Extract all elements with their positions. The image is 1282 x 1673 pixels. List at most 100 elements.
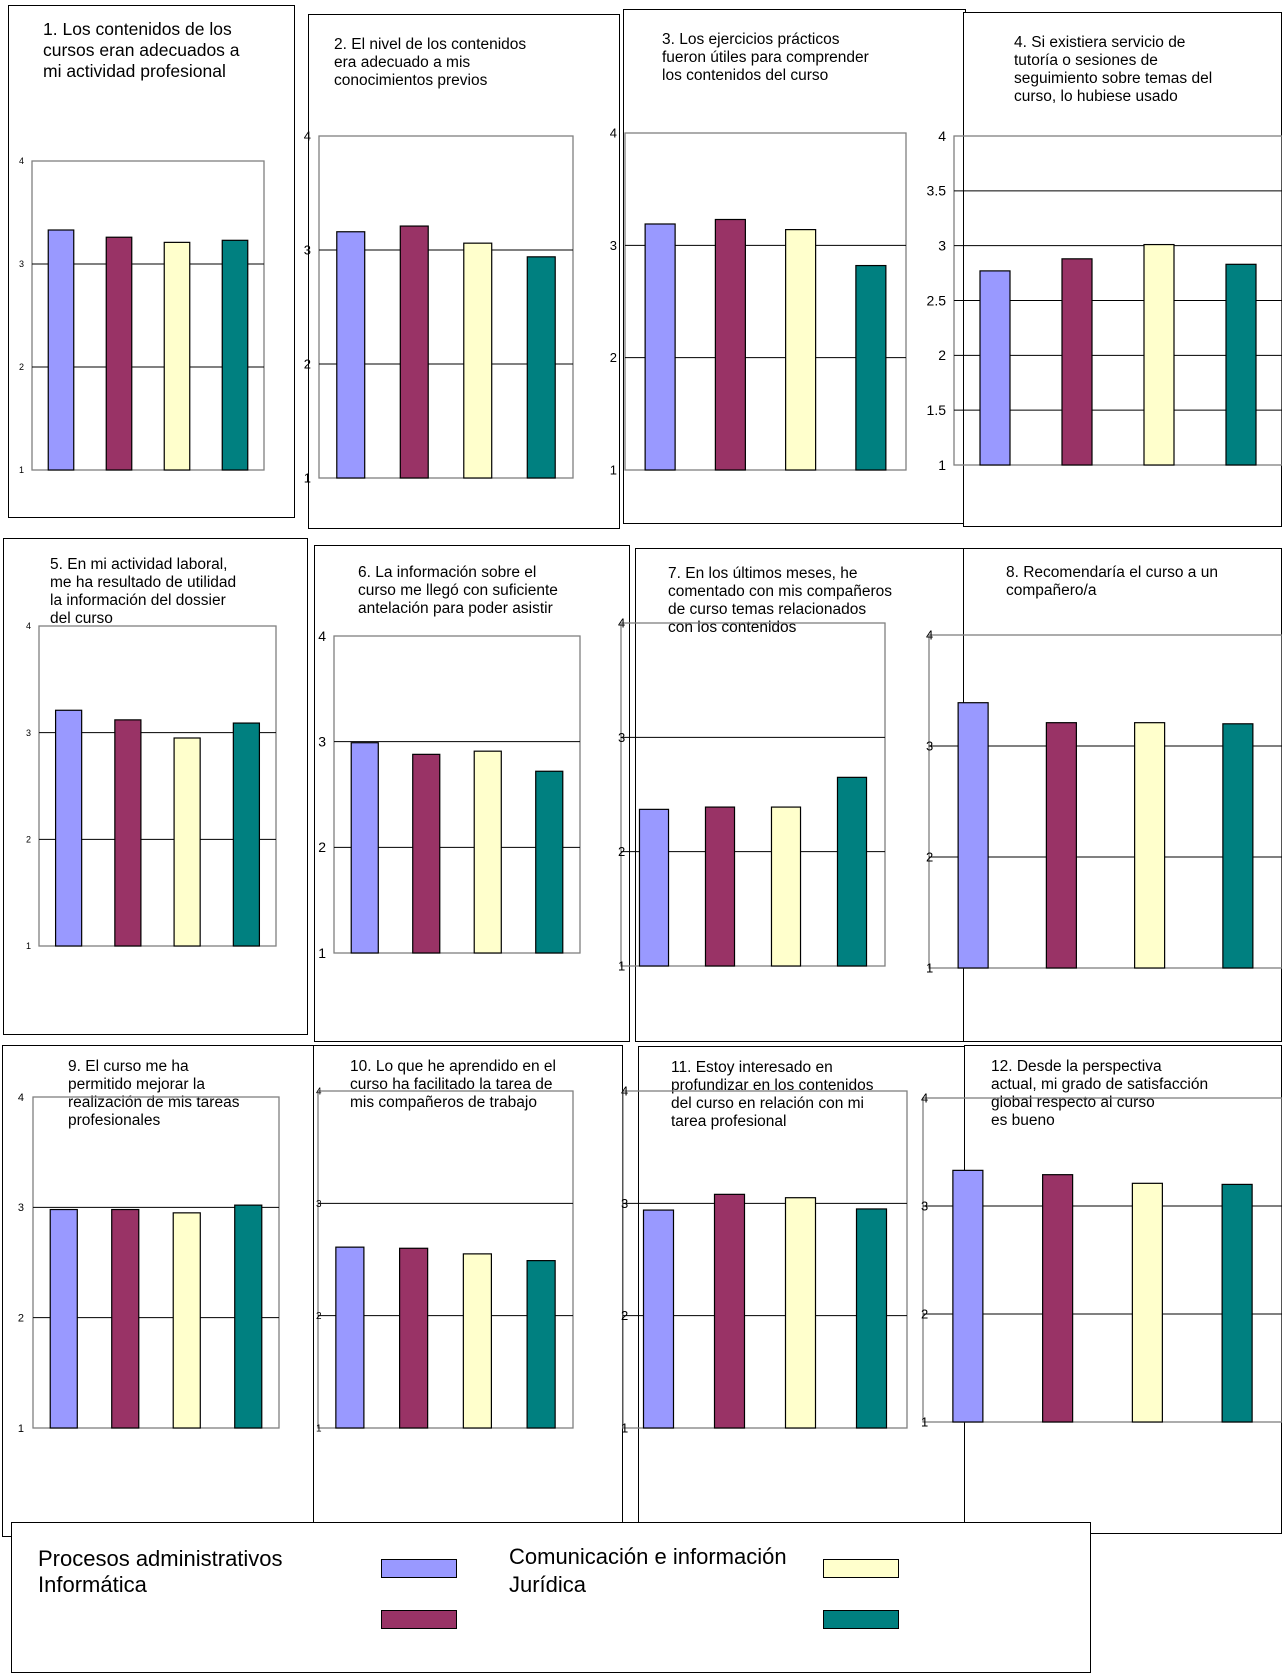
chart-title-9: 9. El curso me ha permitido mejorar la r… — [68, 1058, 240, 1129]
y-tick-label: 4 — [18, 1092, 24, 1104]
y-tick-label: 1 — [938, 457, 946, 473]
y-tick-label: 4 — [921, 1091, 928, 1106]
y-tick-label: 4 — [938, 128, 946, 144]
y-tick-label: 2 — [304, 357, 311, 372]
y-tick-label: 2 — [19, 362, 24, 372]
legend-swatch-informatica — [381, 1610, 457, 1629]
bar-comunicacion — [785, 229, 817, 471]
chart-9: 1 2 3 4 — [18, 1092, 280, 1435]
bar-comunicacion — [1131, 1182, 1163, 1423]
chart-title-6: 6. La información sobre el curso me lleg… — [358, 564, 558, 617]
y-tick-label: 3 — [26, 728, 31, 738]
y-tick-label: 2 — [318, 839, 326, 855]
chart-title-8: 8. Recomendaría el curso a un compañero/… — [1006, 564, 1218, 599]
y-tick-label: 3 — [18, 1202, 24, 1214]
y-tick-label: 1 — [618, 959, 625, 974]
plot-area — [922, 1097, 1282, 1423]
y-tick-label: 4 — [26, 621, 31, 631]
y-tick-label: 3 — [610, 238, 617, 253]
plot-area — [620, 622, 886, 967]
plot-area — [32, 1096, 280, 1429]
bar-comunicacion — [473, 750, 502, 954]
bar-juridica — [526, 256, 556, 479]
y-tick-label: 4 — [304, 129, 311, 144]
chart-title-11: 11. Estoy interesado en profundizar en l… — [671, 1059, 874, 1130]
chart-title-1: 1. Los contenidos de los cursos eran ade… — [43, 19, 240, 81]
bar-procesos — [957, 702, 989, 969]
bar-juridica — [535, 770, 564, 954]
plot-area — [333, 635, 581, 954]
legend-swatch-juridica — [823, 1610, 899, 1629]
bar-informatica — [105, 236, 133, 471]
bar-procesos — [54, 709, 83, 947]
bar-procesos — [979, 270, 1011, 466]
y-tick-label: 2 — [610, 350, 617, 365]
chart-3: 1 2 3 4 — [610, 126, 907, 478]
bar-comunicacion — [1143, 243, 1175, 466]
chart-4: 1 1.5 2 2.5 3 3.5 4 — [927, 128, 1282, 473]
bar-comunicacion — [770, 806, 802, 967]
y-tick-label: 4 — [19, 156, 24, 166]
y-tick-label: 4 — [926, 628, 933, 643]
plot-area — [928, 634, 1282, 969]
plot-area — [31, 160, 265, 471]
y-tick-label: 3 — [618, 730, 625, 745]
chart-title-2: 2. El nivel de los contenidos era adecua… — [334, 36, 527, 89]
y-tick-label: 2 — [316, 1311, 322, 1322]
bar-juridica — [855, 1208, 888, 1429]
bar-procesos — [350, 742, 379, 954]
y-tick-label: 1 — [316, 1424, 322, 1435]
bar-informatica — [111, 1208, 140, 1429]
bar-comunicacion — [784, 1197, 817, 1429]
plot-area — [318, 135, 574, 479]
bar-informatica — [1042, 1174, 1074, 1423]
chart-1: 1 2 3 4 — [19, 156, 265, 475]
y-tick-label: 2 — [938, 347, 946, 363]
chart-plots: 1 2 3 4 1 2 3 4 1 2 3 4 1 1.5 2 2.5 3 3.5 4 1 2 3 4 1 2 3 4 1 2 3 4 1 2 3… — [18, 126, 1282, 1436]
y-tick-label: 4 — [618, 616, 625, 631]
y-tick-label: 3.5 — [927, 183, 947, 199]
bar-comunicacion — [462, 1253, 493, 1429]
bar-juridica — [855, 264, 887, 471]
chart-12: 1 2 3 4 — [921, 1091, 1282, 1430]
bar-informatica — [399, 225, 429, 479]
chart-7: 1 2 3 4 — [618, 616, 886, 974]
y-tick-label: 3 — [621, 1196, 628, 1211]
y-tick-label: 4 — [318, 628, 326, 644]
y-tick-label: 1 — [926, 961, 933, 976]
legend-swatch-comunicacion — [823, 1559, 899, 1578]
legend-label-comunicacion: Comunicación e información — [509, 1544, 787, 1569]
plot-area — [622, 1090, 908, 1429]
bar-comunicacion — [172, 1212, 201, 1429]
legend-label-procesos: Procesos administrativos — [38, 1546, 283, 1571]
plot-area — [317, 1090, 574, 1429]
bar-juridica — [221, 239, 249, 471]
bar-informatica — [714, 218, 746, 471]
bar-comunicacion — [173, 737, 201, 947]
bar-juridica — [1225, 263, 1257, 466]
bar-informatica — [1061, 258, 1093, 466]
legend-label-juridica: Jurídica — [509, 1572, 587, 1597]
chart-5: 1 2 3 4 — [26, 621, 277, 951]
bar-juridica — [836, 776, 868, 967]
y-tick-label: 3 — [938, 238, 946, 254]
bar-informatica — [704, 806, 736, 967]
chart-title-4: 4. Si existiera servicio de tutoría o se… — [1014, 34, 1213, 105]
bar-comunicacion — [1134, 722, 1166, 969]
bar-informatica — [399, 1247, 429, 1429]
y-tick-label: 2 — [26, 834, 31, 844]
y-tick-label: 2 — [921, 1307, 928, 1322]
y-tick-label: 1 — [318, 945, 326, 961]
chart-title-3: 3. Los ejercicios prácticos fueron útile… — [662, 31, 869, 84]
bar-comunicacion — [463, 242, 493, 479]
bar-procesos — [642, 1209, 675, 1429]
bar-comunicacion — [163, 241, 191, 471]
bar-procesos — [47, 229, 75, 471]
y-tick-label: 2 — [621, 1308, 628, 1323]
y-tick-label: 2 — [926, 850, 933, 865]
bar-informatica — [412, 753, 441, 954]
y-tick-label: 1 — [18, 1423, 24, 1435]
legend-swatch-procesos — [381, 1559, 457, 1578]
chart-title-10: 10. Lo que he aprendido en el curso ha f… — [350, 1058, 556, 1111]
bar-procesos — [335, 1246, 365, 1429]
